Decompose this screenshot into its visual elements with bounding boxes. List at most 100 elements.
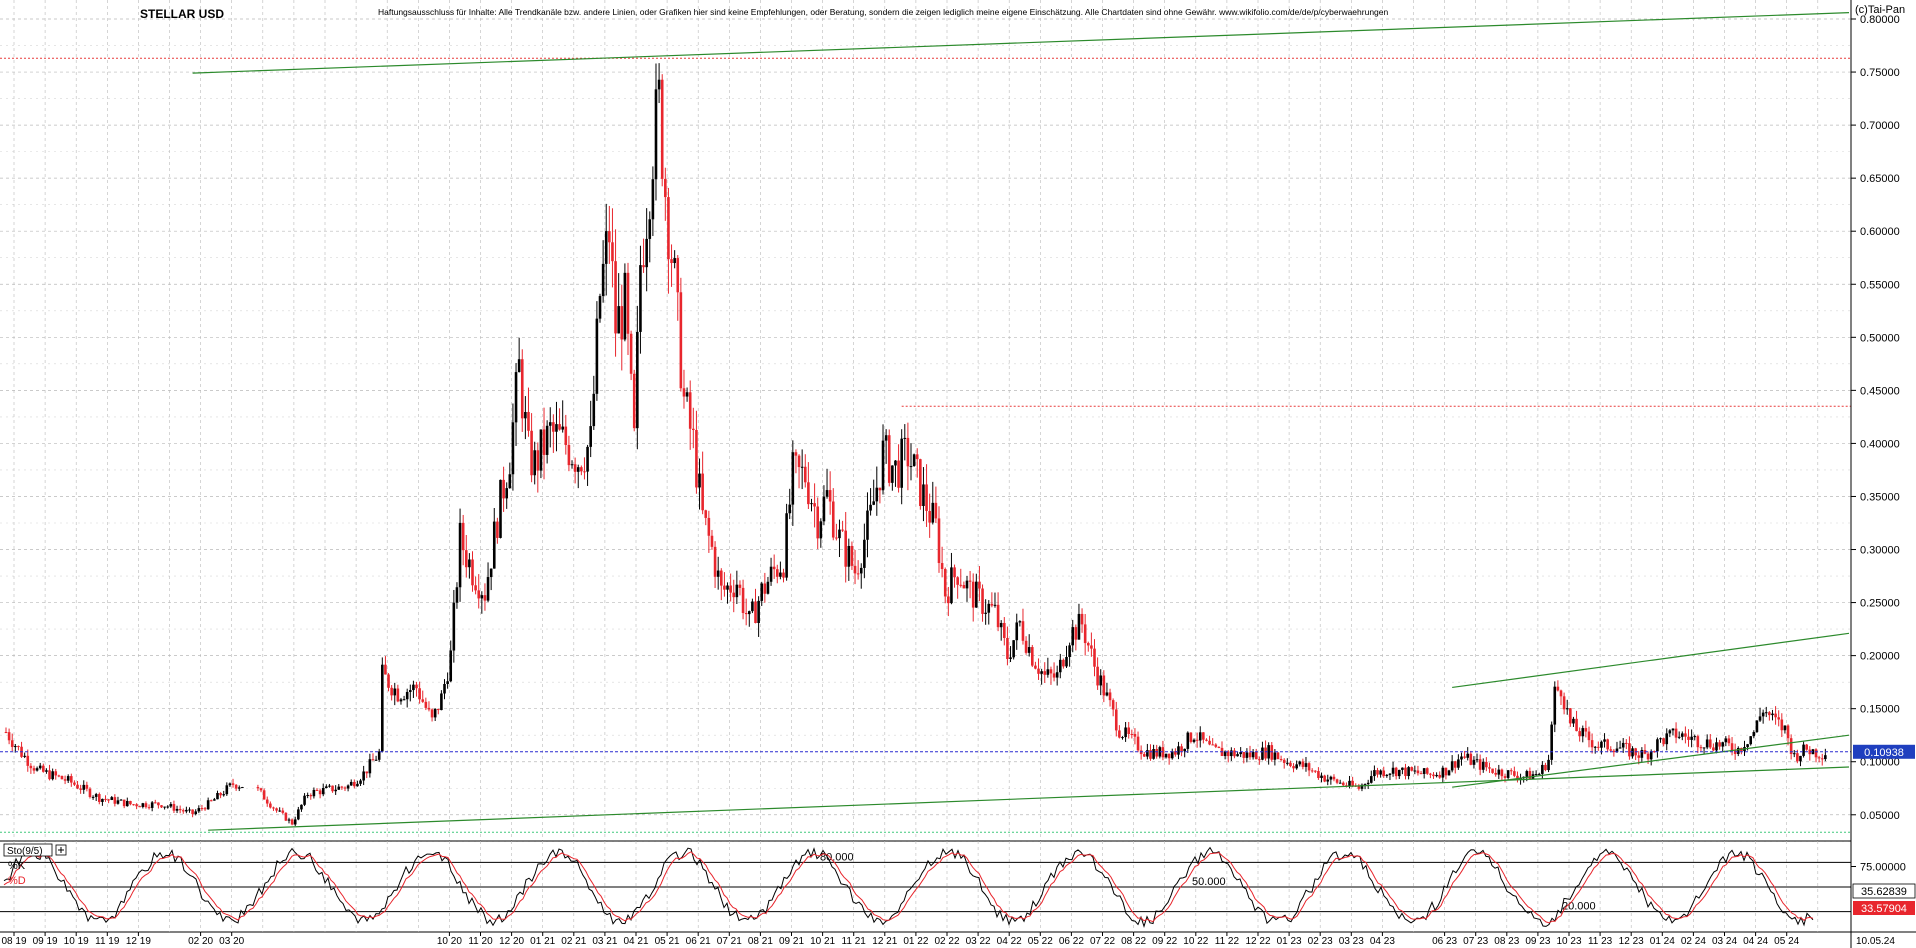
time-tick-label: 03 24 [1712, 936, 1737, 947]
candle-body [1114, 709, 1118, 731]
candle-body [1018, 621, 1022, 623]
price-tick-label: 0.55000 [1860, 279, 1900, 291]
time-tick-label: 03 20 [219, 936, 244, 947]
candle-body [567, 444, 571, 466]
candle-body [1553, 686, 1557, 725]
candle-body [464, 550, 468, 568]
candle-body [720, 570, 723, 586]
price-tick-label: 0.75000 [1860, 67, 1900, 79]
candle-body [922, 484, 925, 507]
candle-body [306, 795, 309, 797]
candle-body [608, 231, 611, 243]
price-tick-label: 0.05000 [1860, 810, 1900, 822]
candle-body [1407, 767, 1410, 777]
candle-body [775, 569, 779, 577]
candle-body [1323, 775, 1326, 782]
candle-body [1397, 769, 1401, 777]
candle-body [1037, 668, 1040, 674]
candle-body [371, 759, 375, 761]
candle-body [1043, 671, 1047, 675]
candle-body [1640, 750, 1644, 758]
price-tick-label: 0.45000 [1860, 385, 1900, 397]
candle-body [884, 435, 888, 441]
price-tick-label: 0.30000 [1860, 545, 1900, 557]
sto-title: Sto(9/5) [7, 846, 43, 857]
candle-body [17, 746, 20, 748]
candle-body [1612, 750, 1616, 753]
candle-body [4, 732, 8, 734]
candle-body [542, 429, 546, 455]
candle-body [1556, 686, 1560, 691]
candle-body [1226, 751, 1230, 757]
time-tick-label: 11 20 [468, 936, 493, 947]
candle-body [1541, 764, 1544, 774]
candle-body [1177, 746, 1180, 755]
candle-body [1410, 767, 1414, 771]
candle-body [346, 785, 350, 789]
candle-body [256, 787, 260, 789]
candle-body [912, 454, 916, 467]
candle-body [303, 795, 306, 805]
candle-body [803, 466, 807, 483]
time-tick-label: 06 23 [1432, 936, 1457, 947]
time-tick-label: 08 23 [1494, 936, 1519, 947]
candle-body [1136, 736, 1140, 751]
time-tick-label: 02 23 [1308, 936, 1333, 947]
candle-body [98, 794, 101, 802]
candle-body [1469, 753, 1473, 765]
candle-body [741, 587, 745, 614]
candle-body [1382, 770, 1386, 777]
candle-body [763, 583, 767, 594]
channel-lower [1452, 734, 1850, 788]
stochastic-lines [3, 846, 1814, 928]
candle-body [956, 577, 959, 585]
time-tick-label: 09 23 [1525, 936, 1550, 947]
candle-body [772, 566, 776, 570]
candle-body [1124, 727, 1127, 738]
candle-body [1749, 736, 1753, 745]
candle-body [592, 393, 596, 427]
price-tick-label: 0.35000 [1860, 491, 1900, 503]
candle-body [1360, 784, 1364, 789]
candle-body [427, 707, 431, 710]
candle-body [539, 429, 543, 471]
candle-body [530, 430, 533, 476]
candle-body [1295, 764, 1298, 769]
candle-body [1174, 751, 1177, 755]
candle-body [309, 795, 313, 797]
time-tick-label: 10 19 [64, 936, 89, 947]
candle-body [769, 566, 773, 582]
candle-body [1606, 739, 1609, 750]
candle-body [325, 786, 328, 789]
candle-body [1292, 766, 1295, 769]
k-value-label: 35.62839 [1861, 886, 1907, 898]
candle-body [1233, 750, 1236, 757]
candle-body [421, 699, 425, 702]
candle-body [79, 788, 82, 790]
candle-body [573, 464, 577, 472]
candle-body [290, 819, 294, 825]
candle-body [132, 804, 135, 806]
time-tick-label: 08 19 [1, 936, 26, 947]
candle-body [900, 438, 903, 488]
candle-body [1712, 747, 1715, 751]
candle-body [1792, 753, 1796, 755]
candle-body [443, 683, 446, 694]
candle-body [962, 585, 966, 589]
candle-body [206, 800, 210, 810]
candle-body [667, 197, 670, 260]
candle-body [1796, 753, 1799, 762]
d-value-label: 33.57904 [1861, 903, 1907, 915]
candle-body [1494, 772, 1497, 775]
candle-body [894, 460, 897, 466]
candle-body [975, 581, 978, 608]
time-tick-label: 01 24 [1650, 936, 1675, 947]
candle-body [1388, 773, 1392, 775]
candle-body [1572, 718, 1575, 724]
candle-body [1363, 784, 1367, 786]
candle-body [387, 674, 390, 688]
time-tick-label: 02 20 [188, 936, 213, 947]
candle-body [1432, 774, 1435, 777]
candle-body [1189, 732, 1193, 742]
